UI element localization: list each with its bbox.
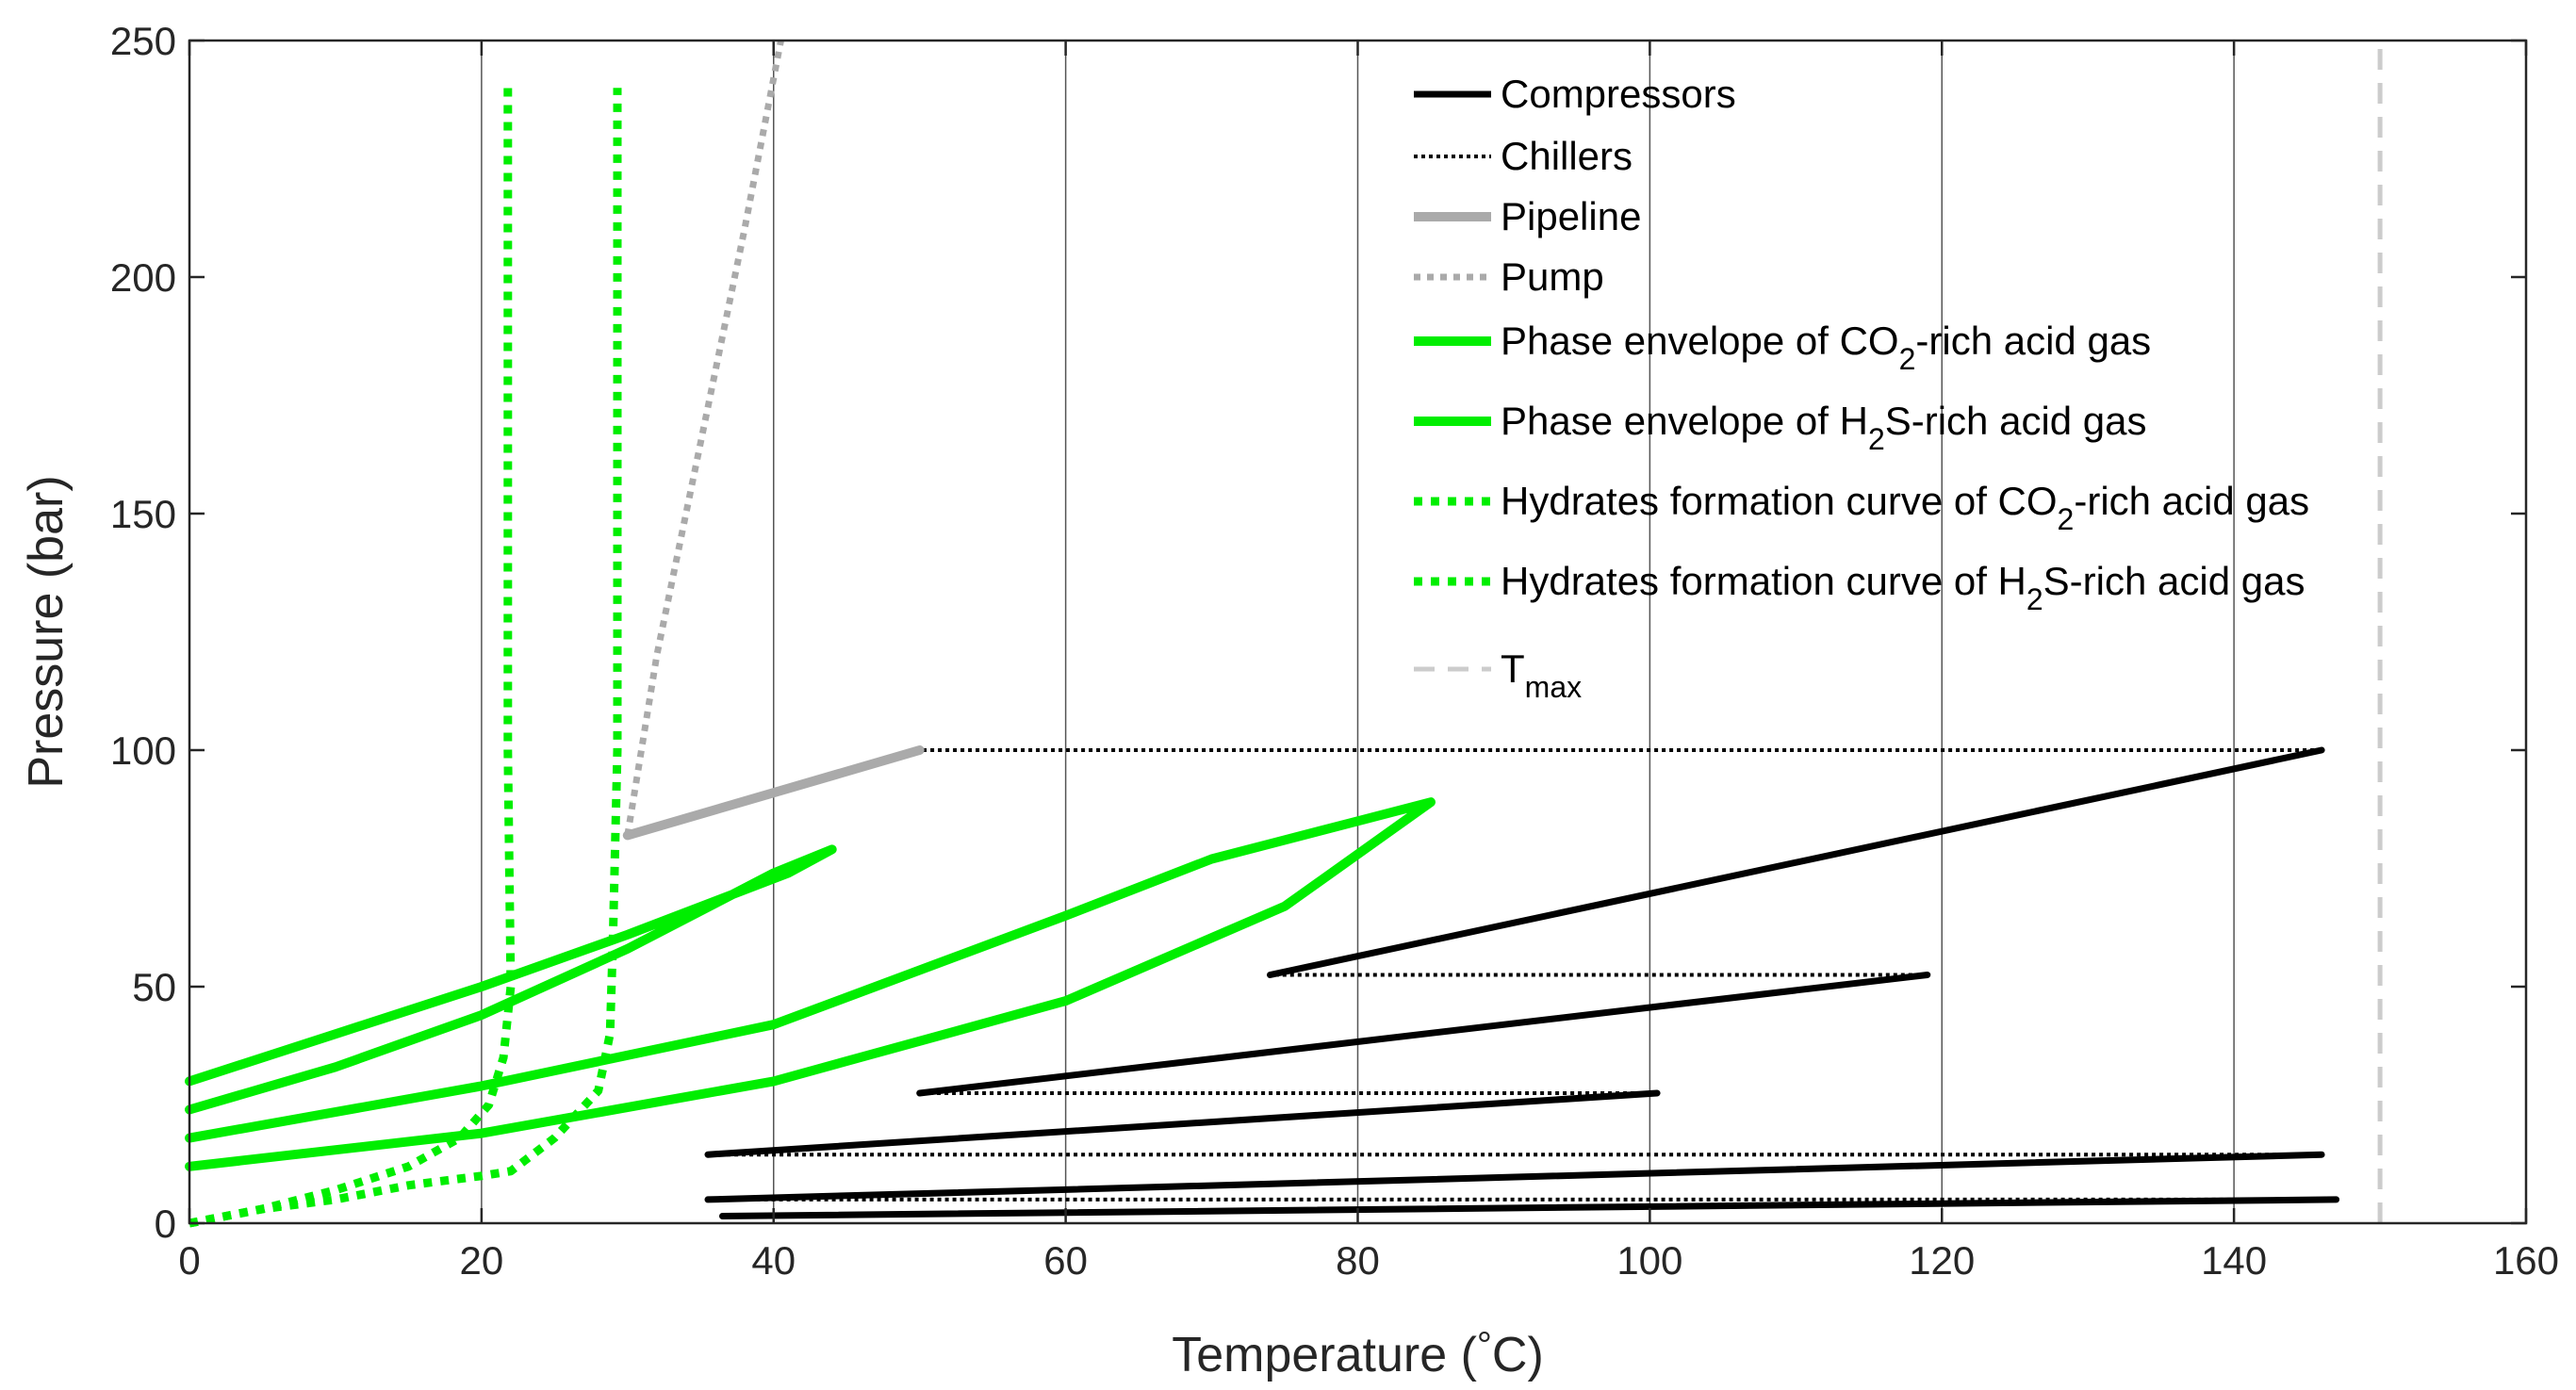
pump-line [624, 40, 784, 836]
legend-item-compressors: Compressors [1414, 72, 1736, 116]
grid [481, 41, 2235, 1223]
compressors-line [704, 1089, 1661, 1158]
legend-label-subscript: max [1525, 670, 1582, 704]
x-tick-label: 20 [460, 1238, 504, 1283]
legend-label-text: S-rich acid gas [1885, 399, 2147, 443]
legend-item-pump: Pump [1414, 254, 1604, 299]
legend-label: Hydrates formation curve of CO2-rich aci… [1501, 479, 2309, 536]
x-tick-label: 40 [751, 1238, 796, 1283]
x-tick-label: 60 [1043, 1238, 1088, 1283]
legend-label-text: -rich acid gas [1915, 319, 2151, 363]
legend-label: Pump [1501, 254, 1604, 299]
compressors-line [704, 1151, 2325, 1203]
legend-label: Hydrates formation curve of H2S-rich aci… [1501, 559, 2305, 616]
y-tick-label: 100 [110, 728, 176, 773]
legend-item-tmax: Tmax [1414, 646, 1582, 704]
legend: Compressors Chillers Pipeline Pump Phase env… [1414, 72, 2309, 704]
y-tick-label: 150 [110, 492, 176, 536]
x-tick-label: 100 [1616, 1238, 1682, 1283]
legend-label-text: Phase envelope of H [1501, 399, 1868, 443]
compressors-line [916, 972, 1931, 1097]
co2_envelope-line [185, 844, 837, 1115]
series-h2s_envelope [185, 797, 1436, 1171]
compressors-line [1267, 746, 2325, 978]
legend-item-co2_envelope: Phase envelope of CO2-rich acid gas [1414, 319, 2151, 376]
plot-series [185, 40, 2383, 1228]
legend-item-co2_hydrates: Hydrates formation curve of CO2-rich aci… [1414, 479, 2309, 536]
legend-item-chillers: Chillers [1414, 134, 1633, 178]
legend-label-text: Hydrates formation curve of CO [1501, 479, 2058, 523]
co2_hydrates-line [189, 88, 516, 1228]
legend-label-text: Phase envelope of CO [1501, 319, 1899, 363]
y-tick-label: 50 [132, 965, 176, 1009]
y-tick-label: 250 [110, 19, 176, 63]
h2s_envelope-line [185, 797, 1436, 1171]
pipeline-line [622, 745, 925, 841]
series-h2s_hydrates [189, 88, 622, 1228]
legend-label-subscript: 2 [2026, 582, 2043, 616]
legend-label: Pipeline [1501, 194, 1641, 238]
x-tick-label: 0 [178, 1238, 200, 1283]
legend-label-subscript: 2 [1868, 422, 1885, 456]
y-tick-label: 0 [155, 1202, 176, 1246]
legend-label: Chillers [1501, 134, 1633, 178]
x-tick-label: 80 [1336, 1238, 1380, 1283]
h2s_hydrates-line [189, 88, 622, 1228]
compressors-line [719, 1196, 2340, 1219]
ticks: 0 20 40 60 80 100 120 140 160 0 50 100 150 200 250 [110, 19, 2559, 1283]
series-co2_hydrates [189, 88, 516, 1228]
legend-label-subscript: 2 [2058, 502, 2075, 536]
legend-label: Compressors [1501, 72, 1736, 116]
x-tick-label: 160 [2493, 1238, 2559, 1283]
y-tick-label: 200 [110, 255, 176, 300]
legend-label-text: T [1501, 646, 1525, 691]
legend-item-pipeline: Pipeline [1414, 194, 1641, 238]
series-pipeline [622, 745, 925, 841]
legend-label-text: S-rich acid gas [2043, 559, 2305, 603]
legend-label: Phase envelope of CO2-rich acid gas [1501, 319, 2151, 376]
x-tick-label: 120 [1909, 1238, 1975, 1283]
series-chillers [708, 748, 2337, 1202]
legend-item-h2s_envelope: Phase envelope of H2S-rich acid gas [1414, 399, 2147, 456]
x-axis-label: Temperature (°C) [1172, 1325, 1544, 1382]
y-axis-label: Pressure (bar) [19, 475, 74, 788]
legend-label-text: -rich acid gas [2074, 479, 2309, 523]
legend-label: Phase envelope of H2S-rich acid gas [1501, 399, 2147, 456]
series-pump [624, 40, 784, 836]
series-compressors [704, 746, 2340, 1219]
legend-item-h2s_hydrates: Hydrates formation curve of H2S-rich aci… [1414, 559, 2305, 616]
legend-label-text: Hydrates formation curve of H [1501, 559, 2026, 603]
x-tick-label: 140 [2201, 1238, 2267, 1283]
legend-label: Tmax [1501, 646, 1582, 704]
series-co2_envelope [185, 844, 837, 1115]
legend-label-subscript: 2 [1899, 342, 1916, 376]
